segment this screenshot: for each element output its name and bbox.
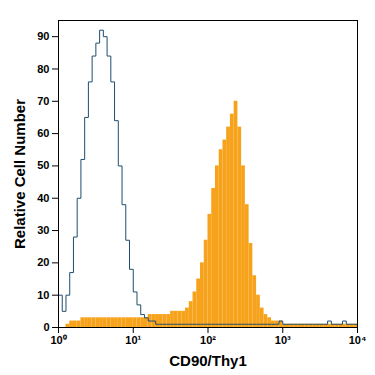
svg-text:10⁰: 10⁰ (50, 334, 66, 346)
svg-text:80: 80 (37, 62, 49, 74)
svg-text:Relative Cell Number: Relative Cell Number (11, 99, 28, 249)
svg-text:10²: 10² (200, 334, 216, 346)
svg-text:10: 10 (37, 289, 49, 301)
svg-text:40: 40 (37, 192, 49, 204)
svg-text:70: 70 (37, 95, 49, 107)
svg-text:10³: 10³ (275, 334, 291, 346)
svg-text:20: 20 (37, 256, 49, 268)
svg-text:10⁴: 10⁴ (349, 334, 367, 346)
svg-text:60: 60 (37, 127, 49, 139)
svg-text:90: 90 (37, 30, 49, 42)
svg-text:0: 0 (43, 321, 49, 333)
svg-text:CD90/Thy1: CD90/Thy1 (169, 352, 247, 369)
svg-text:10¹: 10¹ (125, 334, 141, 346)
svg-text:50: 50 (37, 159, 49, 171)
svg-text:30: 30 (37, 224, 49, 236)
